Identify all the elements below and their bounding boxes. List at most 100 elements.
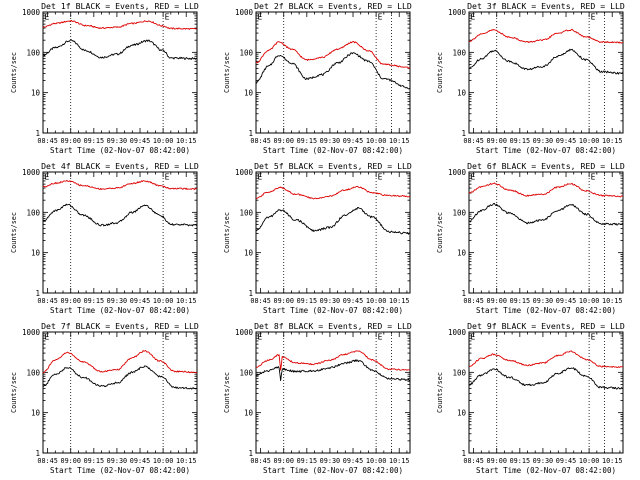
x-tick-label: 08:45 [250,137,270,145]
event-marker-label: E [258,333,263,342]
plot-frame [468,11,624,134]
x-tick-label: 09:30 [533,297,553,305]
y-axis-label: Counts/sec [223,52,231,93]
y-axis-label: Counts/sec [10,372,18,413]
x-tick-label: 10:00 [579,457,599,465]
y-tick-label: 100 [239,48,253,57]
y-tick-label: 10 [31,89,41,98]
lld-series-line [468,28,624,44]
y-tick-label: 1 [461,449,466,458]
lld-series-line [42,179,198,191]
event-marker-label: E [45,173,50,182]
x-tick-label: 09:00 [486,297,506,305]
y-axis-label: Counts/sec [436,52,444,93]
x-tick-label: 10:15 [176,297,196,305]
lld-series-line [468,350,624,369]
y-tick-label: 1000 [235,8,254,17]
y-tick-label: 1000 [448,328,467,337]
event-marker-label: E [378,173,383,182]
chart-title: Det 1f BLACK = Events, RED = LLD [41,1,199,11]
x-axis-label: Start Time (02-Nov-07 08:42:00) [263,146,403,155]
x-tick-label: 09:45 [130,137,150,145]
chart-panel: Det 9f BLACK = Events, RED = LLD 1 10 100 10… [436,321,625,475]
chart-title: Det 9f BLACK = Events, RED = LLD [467,321,625,331]
lld-series-line [468,182,624,198]
y-tick-label: 100 [452,208,466,217]
x-tick-label: 09:00 [60,137,80,145]
x-tick-label: 10:15 [389,297,409,305]
x-tick-label: 09:45 [556,137,576,145]
x-tick-label: 09:30 [320,297,340,305]
event-marker-label: E [471,333,476,342]
chart-panel: Det 7f BLACK = Events, RED = LLD 1 10 100 10… [10,321,199,475]
chart-panel: Det 5f BLACK = Events, RED = LLD 1 10 100 10… [223,161,412,315]
y-tick-label: 1 [248,449,253,458]
x-tick-label: 08:45 [37,297,57,305]
x-tick-label: 10:00 [579,297,599,305]
y-tick-label: 100 [26,208,40,217]
plot-frame [255,171,411,294]
y-axis-label: Counts/sec [10,52,18,93]
events-series-line [42,203,198,227]
x-tick-label: 09:45 [556,457,576,465]
x-tick-label: 09:15 [297,137,317,145]
y-tick-label: 100 [452,368,466,377]
x-tick-label: 09:15 [297,457,317,465]
y-tick-label: 1 [35,289,40,298]
plot-frame [42,331,198,454]
plot-frame [255,11,411,134]
event-marker-label: E [45,333,50,342]
events-series-line [42,365,197,390]
x-tick-label: 09:00 [273,137,293,145]
x-tick-label: 09:00 [486,457,506,465]
y-tick-label: 1 [248,289,253,298]
event-marker-label: E [165,173,170,182]
x-tick-label: 08:45 [463,137,483,145]
lld-series-line [42,19,198,30]
x-tick-label: 09:30 [107,457,127,465]
y-axis-label: Counts/sec [223,212,231,253]
y-tick-label: 10 [244,409,254,418]
event-marker-label: E [378,13,383,22]
x-tick-label: 09:15 [84,457,104,465]
y-tick-label: 100 [26,48,40,57]
plot-frame [42,11,198,134]
lld-series-line [42,350,198,374]
x-tick-label: 10:00 [366,297,386,305]
y-axis-label: Counts/sec [436,212,444,253]
x-tick-label: 09:15 [510,137,530,145]
x-axis-label: Start Time (02-Nov-07 08:42:00) [476,466,616,475]
y-tick-label: 1000 [448,168,467,177]
x-tick-label: 10:15 [602,297,622,305]
y-tick-label: 100 [239,208,253,217]
x-tick-label: 09:30 [107,137,127,145]
x-tick-label: 10:00 [366,457,386,465]
x-axis-label: Start Time (02-Nov-07 08:42:00) [263,466,403,475]
x-tick-label: 08:45 [463,297,483,305]
x-tick-label: 08:45 [250,297,270,305]
x-tick-label: 09:30 [533,137,553,145]
x-tick-label: 10:00 [153,297,173,305]
x-axis-label: Start Time (02-Nov-07 08:42:00) [476,306,616,315]
y-tick-label: 1000 [22,168,41,177]
x-tick-label: 10:00 [366,137,386,145]
x-tick-label: 09:15 [84,137,104,145]
events-series-line [255,206,411,235]
chart-panel: Det 3f BLACK = Events, RED = LLD 1 10 100 10… [436,1,625,155]
x-tick-label: 10:15 [176,137,196,145]
x-tick-label: 10:00 [153,457,173,465]
x-tick-label: 09:15 [84,297,104,305]
y-tick-label: 1 [35,449,40,458]
events-series-line [468,367,624,390]
event-marker-label: E [471,173,476,182]
events-series-line [468,48,624,75]
chart-title: Det 6f BLACK = Events, RED = LLD [467,161,625,171]
x-axis-label: Start Time (02-Nov-07 08:42:00) [50,306,190,315]
y-axis-label: Counts/sec [223,372,231,413]
x-tick-label: 09:45 [130,297,150,305]
y-tick-label: 1 [461,289,466,298]
chart-panel: Det 8f BLACK = Events, RED = LLD 1 10 100 10… [223,321,412,475]
x-tick-label: 09:30 [533,457,553,465]
x-tick-label: 10:15 [389,457,409,465]
y-tick-label: 10 [244,249,254,258]
